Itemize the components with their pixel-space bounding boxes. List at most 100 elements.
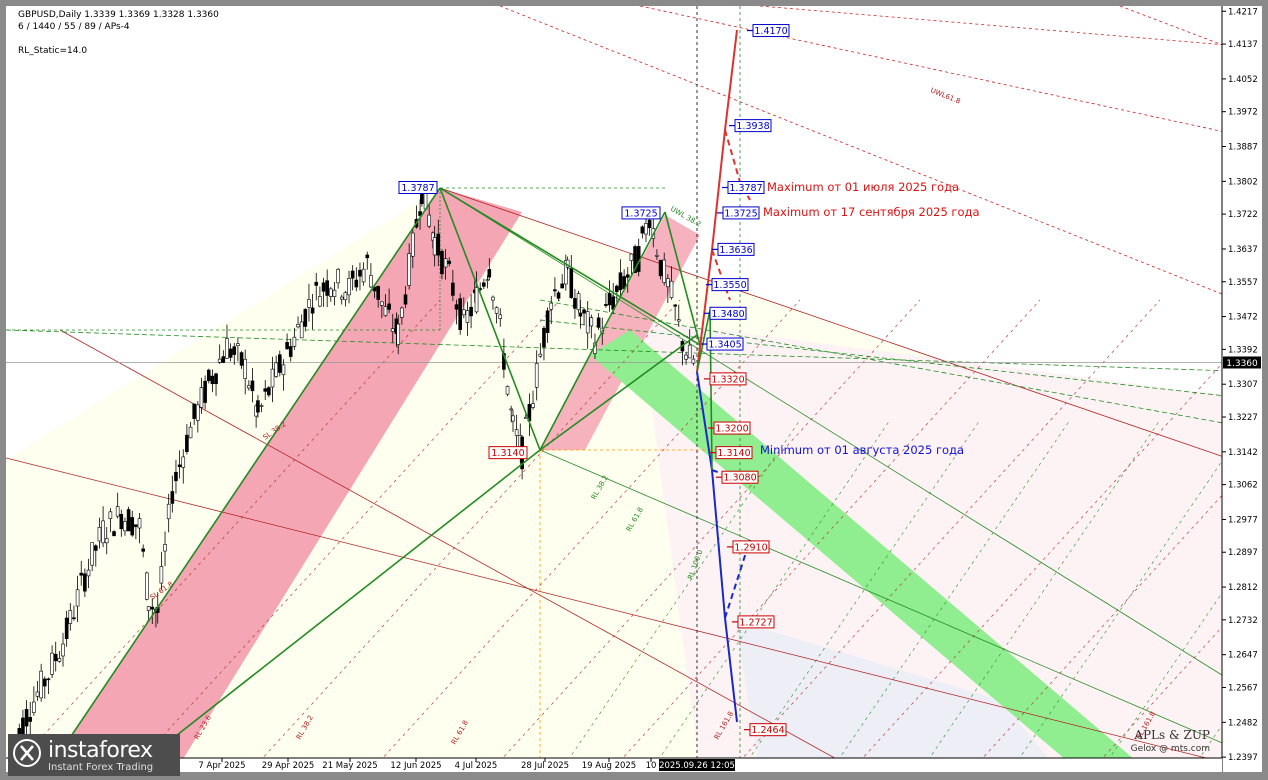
price-tick-label: 1.2397: [1228, 753, 1258, 763]
candle-body: [440, 250, 444, 275]
fan-line: [59, 329, 861, 772]
price-level-1.2727[interactable]: 1.2727: [732, 615, 775, 629]
price-tick-label: 1.3142: [1228, 448, 1258, 458]
candle-body: [339, 296, 344, 300]
price-level-1.3320[interactable]: 1.3320: [704, 372, 747, 386]
candle-body: [206, 369, 211, 382]
candle-body: [549, 302, 554, 310]
candle-body: [347, 278, 351, 296]
price-level-1.3405[interactable]: 1.3405: [701, 337, 744, 351]
fan-ladder-red: [129, 299, 561, 772]
candle-body: [560, 283, 564, 289]
candle-body: [318, 296, 322, 307]
level-value: 1.3320: [711, 374, 744, 385]
candle-body: [250, 380, 255, 392]
swing-box: [398, 180, 438, 194]
level-value: 1.2910: [734, 542, 767, 553]
price-levels: 1.4170 1.3938 1.3787 1.3725 1.3636 1.3550 1.34…: [398, 24, 980, 737]
candle-body: [655, 255, 659, 257]
candle-body: [247, 385, 251, 389]
price-level-1.3480[interactable]: 1.3480: [704, 306, 747, 320]
time-axis: 7 Apr 2025 29 Apr 2025 21 May 2025 12 Jun 2…: [6, 757, 1222, 772]
fan-lines: [6, 6, 1262, 772]
fan-ladder-red: [729, 299, 1161, 772]
zigzag-line: [664, 211, 701, 346]
swing-label-1.3140[interactable]: 1.3140: [488, 446, 528, 460]
candle-body: [108, 511, 113, 519]
instaforex-logo: instaforex Instant Forex Trading: [8, 734, 180, 776]
annotation-text: Minimum от 01 августа 2025 года: [760, 443, 964, 457]
green-channel[interactable]: [590, 330, 1135, 772]
candle-body: [569, 268, 574, 299]
level-value: 1.3405: [708, 340, 741, 351]
logo-name: instaforex: [48, 738, 153, 763]
candle-body: [57, 658, 62, 662]
watermark: APLs & ZUP: [1134, 728, 1210, 742]
candle-body: [564, 260, 568, 285]
price-level-1.3080[interactable]: 1.3080: [716, 470, 759, 484]
candle-body: [278, 354, 282, 373]
candle-body: [46, 678, 51, 681]
candle-body: [50, 652, 54, 675]
zigzag-line: [129, 449, 541, 772]
price-level-1.3636[interactable]: 1.3636: [712, 242, 755, 256]
candle-body: [210, 375, 215, 385]
price-level-1.3725[interactable]: 1.3725: [717, 206, 760, 220]
candle-body: [596, 317, 601, 328]
zigzag-line: [439, 187, 541, 451]
fan-line: [6, 329, 1262, 373]
price-tick-label: 1.2482: [1228, 718, 1258, 728]
fan-ladder-red: [849, 319, 1262, 772]
candle-body: [576, 293, 581, 311]
candle-body: [141, 548, 145, 552]
price-level-1.3140[interactable]: 1.3140: [710, 446, 753, 460]
zigzag-pattern: [54, 187, 701, 772]
candle-body: [350, 270, 355, 279]
pink-channel-left[interactable]: [55, 188, 522, 772]
params-line: 6 / 1440 / 55 / 89 / APs-4: [18, 22, 130, 32]
fan-line-label: UWL61.8: [929, 86, 961, 105]
price-level-1.2464[interactable]: 1.2464: [744, 723, 787, 737]
candle-body: [458, 298, 462, 330]
candle-body: [403, 294, 408, 305]
candle-body: [407, 253, 411, 286]
candle-body: [174, 471, 178, 482]
candle-body: [61, 643, 65, 657]
chart-svg[interactable]: UWL61.8SL 38.2SL 61.8RL 23.6 RL 38.2 RL 61…: [6, 6, 1262, 772]
chart-plot-area[interactable]: UWL61.8 SL 38.2 SL 61.8 RL 23.6 RL 38.2 RL 61…: [6, 6, 1262, 772]
time-tick-label: 29 Apr 2025: [262, 761, 315, 771]
fan-line: [439, 187, 1262, 701]
candle-body: [553, 289, 557, 292]
price-tick-label: 1.2897: [1228, 548, 1258, 558]
price-tick-label: 1.3307: [1228, 380, 1258, 390]
price-level-1.4170[interactable]: 1.4170: [747, 24, 790, 38]
logo-tagline: Instant Forex Trading: [48, 762, 154, 773]
candle-body: [462, 309, 466, 316]
candle-body: [604, 304, 608, 306]
price-level-1.3938[interactable]: 1.3938: [729, 119, 772, 133]
candle-body: [469, 306, 473, 317]
fan-line: [6, 457, 1262, 772]
time-axis-bg: [6, 758, 1222, 772]
candle-body: [644, 223, 648, 235]
candle-body: [239, 352, 244, 366]
candle-body: [90, 542, 94, 566]
price-level-1.3200[interactable]: 1.3200: [708, 421, 751, 435]
price-level-1.2910[interactable]: 1.2910: [727, 540, 770, 554]
candle-body: [270, 368, 275, 388]
candle-body: [203, 380, 207, 403]
swing-label-1.3787[interactable]: 1.3787: [398, 180, 438, 194]
candle-body: [94, 545, 98, 551]
swing-label-1.3725[interactable]: 1.3725: [621, 206, 661, 220]
forecast-up-dashed: [711, 249, 731, 301]
time-tick-label: 7 Apr 2025: [198, 761, 245, 771]
candle-body: [236, 343, 240, 347]
price-level-1.3550[interactable]: 1.3550: [706, 278, 749, 292]
candle-body: [662, 259, 667, 283]
price-level-1.3787[interactable]: 1.3787: [722, 180, 765, 194]
candle-body: [427, 214, 431, 227]
candle-body: [691, 358, 696, 364]
candle-body: [573, 298, 577, 309]
fan-ladder-green: [559, 419, 801, 772]
fan-line: [539, 449, 1262, 761]
